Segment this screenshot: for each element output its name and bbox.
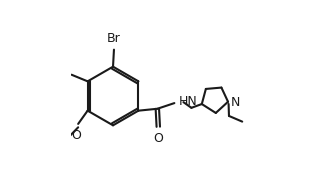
- Text: N: N: [230, 96, 240, 109]
- Text: O: O: [153, 132, 163, 145]
- Text: Br: Br: [107, 32, 121, 45]
- Text: O: O: [72, 129, 82, 142]
- Text: HN: HN: [179, 95, 198, 108]
